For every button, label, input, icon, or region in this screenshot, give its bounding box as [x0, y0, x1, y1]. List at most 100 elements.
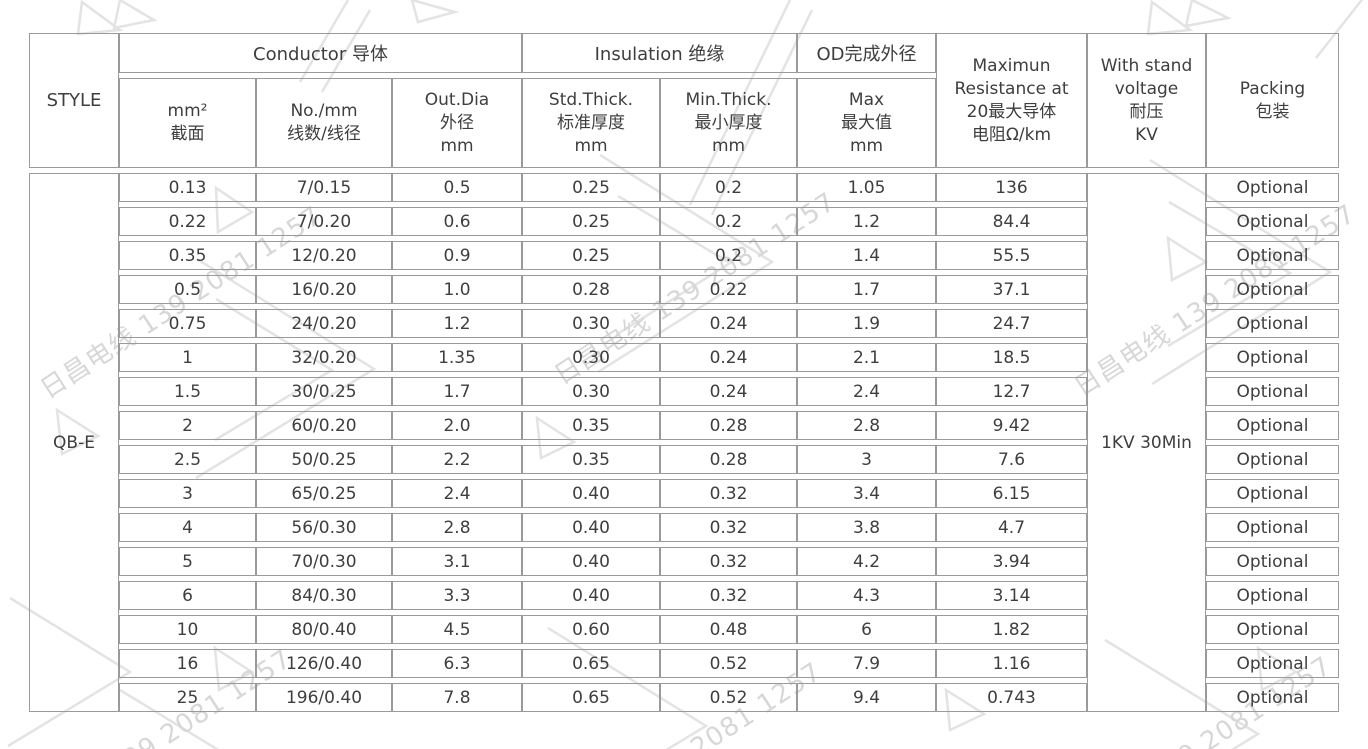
- min-thick-cell: 0.24: [660, 377, 797, 406]
- min-thick-cell: 0.32: [660, 479, 797, 508]
- min-thick-cell: 0.2: [660, 207, 797, 236]
- od-max-cell: 9.4: [797, 683, 936, 712]
- mm2-cell: 2: [119, 411, 256, 440]
- mm2-cell: 2.5: [119, 445, 256, 474]
- no-mm-cell: 12/0.20: [256, 241, 392, 270]
- out-dia-cell: 2.2: [392, 445, 522, 474]
- out-dia-cell: 1.35: [392, 343, 522, 372]
- mm2-cell: 1.5: [119, 377, 256, 406]
- no-mm-cell: 7/0.15: [256, 173, 392, 202]
- resistance-cell: 0.743: [936, 683, 1087, 712]
- mm2-cell: 25: [119, 683, 256, 712]
- resistance-cell: 4.7: [936, 513, 1087, 542]
- style-value-cell: QB-E: [29, 173, 119, 712]
- resistance-cell: 136: [936, 173, 1087, 202]
- min-thick-cell: 0.24: [660, 309, 797, 338]
- out-dia-cell: 2.8: [392, 513, 522, 542]
- mm2-cell: 16: [119, 649, 256, 678]
- min-thick-cell: 0.52: [660, 649, 797, 678]
- min-thick-cell: 0.28: [660, 411, 797, 440]
- resistance-header: Maximun Resistance at 20最大导体 电阻Ω/km: [936, 33, 1087, 168]
- resistance-cell: 6.15: [936, 479, 1087, 508]
- od-max-cell: 3: [797, 445, 936, 474]
- out-dia-cell: 0.9: [392, 241, 522, 270]
- min-thick-cell: 0.52: [660, 683, 797, 712]
- mm2-cell: 10: [119, 615, 256, 644]
- min-thick-cell: 0.2: [660, 173, 797, 202]
- packing-cell: Optional: [1206, 377, 1339, 406]
- od-max-cell: 4.3: [797, 581, 936, 610]
- packing-cell: Optional: [1206, 343, 1339, 372]
- std-thick-cell: 0.25: [522, 207, 660, 236]
- packing-cell: Optional: [1206, 445, 1339, 474]
- table-row: 3 65/0.25 2.4 0.40 0.32 3.4 6.15 Optional: [29, 479, 1339, 508]
- watermark-triangle: [410, 0, 460, 24]
- out-dia-cell: 1.7: [392, 377, 522, 406]
- no-mm-cell: 7/0.20: [256, 207, 392, 236]
- packing-cell: Optional: [1206, 479, 1339, 508]
- out-dia-cell: 3.1: [392, 547, 522, 576]
- od-max-cell: 6: [797, 615, 936, 644]
- od-max-cell: 3.8: [797, 513, 936, 542]
- no-mm-cell: 32/0.20: [256, 343, 392, 372]
- out-dia-cell: 4.5: [392, 615, 522, 644]
- std-thick-cell: 0.65: [522, 683, 660, 712]
- resistance-cell: 7.6: [936, 445, 1087, 474]
- min-thick-header: Min.Thick. 最小厚度 mm: [660, 78, 797, 168]
- min-thick-cell: 0.22: [660, 275, 797, 304]
- std-thick-cell: 0.28: [522, 275, 660, 304]
- out-dia-cell: 0.6: [392, 207, 522, 236]
- voltage-value-cell: 1KV 30Min: [1087, 173, 1206, 712]
- mm2-header: mm² 截面: [119, 78, 256, 168]
- packing-cell: Optional: [1206, 411, 1339, 440]
- out-dia-cell: 7.8: [392, 683, 522, 712]
- packing-cell: Optional: [1206, 207, 1339, 236]
- std-thick-cell: 0.30: [522, 343, 660, 372]
- table-body: QB-E 0.13 7/0.15 0.5 0.25 0.2 1.05 136 1KV 30Min…: [29, 173, 1339, 712]
- mm2-cell: 6: [119, 581, 256, 610]
- style-header: STYLE: [29, 33, 119, 168]
- resistance-cell: 37.1: [936, 275, 1087, 304]
- od-max-cell: 1.9: [797, 309, 936, 338]
- min-thick-cell: 0.24: [660, 343, 797, 372]
- out-dia-cell: 2.0: [392, 411, 522, 440]
- resistance-cell: 9.42: [936, 411, 1087, 440]
- table-header: STYLE Conductor 导体 Insulation 绝缘 OD完成外径 …: [29, 33, 1339, 168]
- no-mm-header: No./mm 线数/线径: [256, 78, 392, 168]
- packing-cell: Optional: [1206, 547, 1339, 576]
- od-max-cell: 3.4: [797, 479, 936, 508]
- no-mm-cell: 56/0.30: [256, 513, 392, 542]
- packing-cell: Optional: [1206, 309, 1339, 338]
- mm2-cell: 1: [119, 343, 256, 372]
- packing-cell: Optional: [1206, 513, 1339, 542]
- out-dia-cell: 1.0: [392, 275, 522, 304]
- no-mm-cell: 84/0.30: [256, 581, 392, 610]
- od-max-cell: 4.2: [797, 547, 936, 576]
- no-mm-cell: 24/0.20: [256, 309, 392, 338]
- std-thick-cell: 0.65: [522, 649, 660, 678]
- resistance-cell: 3.14: [936, 581, 1087, 610]
- packing-cell: Optional: [1206, 649, 1339, 678]
- od-max-header: Max 最大值 mm: [797, 78, 936, 168]
- std-thick-cell: 0.60: [522, 615, 660, 644]
- no-mm-cell: 65/0.25: [256, 479, 392, 508]
- no-mm-cell: 196/0.40: [256, 683, 392, 712]
- packing-cell: Optional: [1206, 683, 1339, 712]
- mm2-cell: 0.13: [119, 173, 256, 202]
- od-max-cell: 7.9: [797, 649, 936, 678]
- resistance-cell: 12.7: [936, 377, 1087, 406]
- std-thick-cell: 0.40: [522, 547, 660, 576]
- mm2-cell: 0.22: [119, 207, 256, 236]
- no-mm-cell: 30/0.25: [256, 377, 392, 406]
- od-max-cell: 1.7: [797, 275, 936, 304]
- mm2-cell: 0.35: [119, 241, 256, 270]
- std-thick-cell: 0.40: [522, 581, 660, 610]
- table-row: 4 56/0.30 2.8 0.40 0.32 3.8 4.7 Optional: [29, 513, 1339, 542]
- table-row: QB-E 0.13 7/0.15 0.5 0.25 0.2 1.05 136 1KV 30Min…: [29, 173, 1339, 712]
- std-thick-header: Std.Thick. 标准厚度 mm: [522, 78, 660, 168]
- packing-cell: Optional: [1206, 241, 1339, 270]
- no-mm-cell: 50/0.25: [256, 445, 392, 474]
- mm2-cell: 0.5: [119, 275, 256, 304]
- conductor-group-header: Conductor 导体: [119, 33, 522, 73]
- packing-cell: Optional: [1206, 173, 1339, 202]
